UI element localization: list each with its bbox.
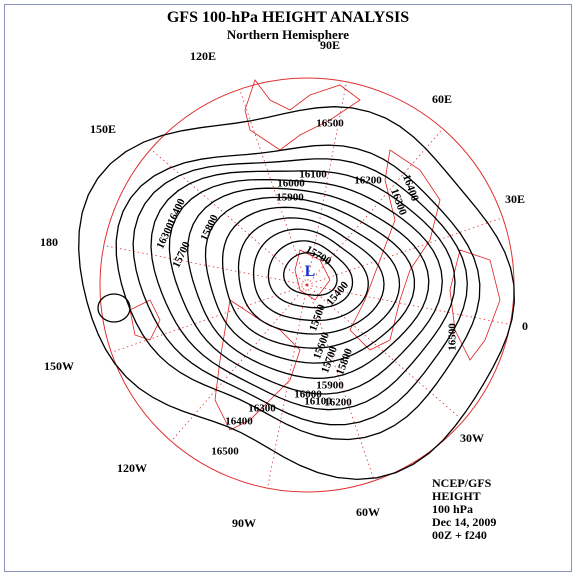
- lon-label: 90W: [232, 516, 256, 530]
- contour-label: 15900: [276, 192, 304, 204]
- contour-label: 16100: [299, 169, 327, 181]
- contour-label: 16100: [304, 396, 332, 408]
- contour-label: 16000: [277, 178, 305, 190]
- coastline: [244, 79, 361, 151]
- contour-label: 16500: [316, 118, 344, 130]
- contour-label: 16200: [324, 397, 352, 409]
- contour: [237, 217, 385, 335]
- contour-label: 15800: [198, 212, 221, 242]
- contour: [221, 206, 401, 349]
- contour: [150, 170, 456, 411]
- contour-label: 16200: [354, 175, 382, 187]
- contour-label: 16500: [211, 446, 239, 458]
- info-line: 00Z + f240: [432, 528, 487, 542]
- contour-label: 16000: [294, 389, 322, 401]
- meridian: [306, 284, 464, 422]
- coastline: [294, 249, 331, 301]
- lon-label: 60W: [356, 505, 380, 519]
- meridian: [103, 245, 308, 286]
- info-line: Dec 14, 2009: [432, 515, 496, 529]
- frame: [4, 4, 572, 572]
- longitude-labels: 90E 60E 30E 0 30W 60W 90W 120W 150W 180 …: [40, 38, 528, 530]
- contour-label: 16400: [225, 416, 253, 428]
- contours: [78, 106, 515, 481]
- contour: [252, 228, 369, 322]
- meridian: [306, 128, 444, 286]
- meridian: [306, 284, 375, 481]
- lon-label: 150E: [90, 122, 116, 136]
- info-line: NCEP/GFS: [432, 476, 492, 490]
- meridian: [239, 89, 308, 286]
- meridian: [306, 217, 503, 286]
- lon-label: 150W: [44, 359, 74, 373]
- contour: [168, 178, 443, 395]
- contour: [187, 187, 430, 379]
- contour: [78, 106, 515, 481]
- lon-label: 180: [40, 235, 58, 249]
- subtitle: Northern Hemisphere: [227, 27, 349, 42]
- lon-label: 90E: [320, 38, 340, 52]
- info-line: 100 hPa: [432, 502, 473, 516]
- contour-label: 16500: [447, 323, 459, 351]
- meridian: [111, 284, 308, 353]
- contour: [204, 196, 416, 364]
- lon-label: 120E: [190, 49, 216, 63]
- meridians: [103, 81, 511, 489]
- contour: [132, 158, 468, 426]
- lon-label: 30E: [505, 192, 525, 206]
- contour: [97, 293, 131, 323]
- lon-label: 30W: [460, 431, 484, 445]
- lon-label: 120W: [117, 461, 147, 475]
- contour: [267, 240, 354, 309]
- lon-label: 0: [522, 319, 528, 333]
- lon-label: 60E: [432, 92, 452, 106]
- contour-label: 16300: [248, 403, 276, 415]
- low-marker: L: [305, 263, 316, 280]
- contour-label: 15900: [316, 380, 344, 392]
- meridian: [267, 284, 308, 489]
- info-block: NCEP/GFS HEIGHT 100 hPa Dec 14, 2009 00Z…: [432, 476, 496, 542]
- contour: [283, 252, 338, 297]
- title: GFS 100-hPa HEIGHT ANALYSIS: [167, 9, 409, 26]
- coastline: [449, 249, 501, 361]
- contour-label: 16300: [154, 220, 177, 250]
- info-line: HEIGHT: [432, 489, 481, 503]
- meridian: [150, 148, 308, 286]
- contour: [115, 144, 481, 441]
